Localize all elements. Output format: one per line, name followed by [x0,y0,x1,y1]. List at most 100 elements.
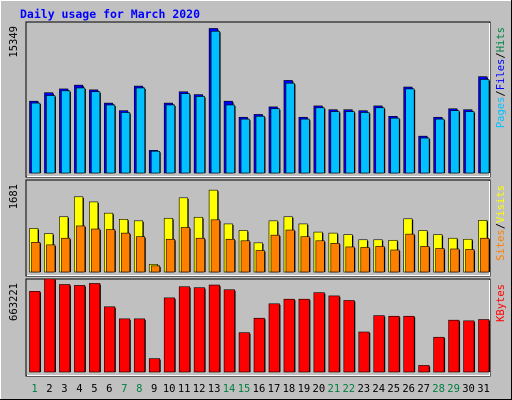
bar-files-day-29 [450,110,460,174]
chart-title: Daily usage for March 2020 [20,7,200,21]
bar-kbytes-day-20 [313,292,325,373]
bar-sites-day-17 [270,234,280,273]
bar-files-day-31 [480,79,490,174]
bar-files-day-28 [435,118,445,174]
bar-files-day-15 [240,118,250,174]
legend-item: / [495,52,507,58]
bar-sites-day-2 [46,244,56,273]
bar-files-day-23 [360,112,370,174]
bar-kbytes-day-2 [44,278,56,373]
bar-files-day-9 [150,150,161,174]
x-tick-label-day-26: 26 [402,383,415,395]
legend-item: / [495,223,507,229]
bar-kbytes-day-18 [283,298,295,373]
x-tick-label-day-23: 23 [357,383,370,395]
bar-sites-day-15 [240,240,250,273]
x-tick-label-day-2: 2 [46,383,52,395]
bar-kbytes-day-25 [388,315,400,373]
bar-sites-day-16 [255,250,265,273]
x-tick-label-day-22: 22 [342,383,355,395]
bar-files-day-11 [180,93,190,174]
legend-item: Visits [495,185,507,223]
bar-kbytes-day-7 [119,318,131,373]
legend-item: KBytes [495,284,507,322]
legend-item: Pages [495,97,507,129]
bar-files-day-5 [91,91,101,174]
x-tick-label-day-29: 29 [447,383,460,395]
y-max-label-kbytes: 663221 [8,283,20,321]
bar-sites-day-11 [180,227,190,273]
bar-kbytes-day-8 [133,318,146,373]
bar-kbytes-day-30 [463,320,475,373]
bar-files-day-26 [405,88,415,174]
bar-kbytes-day-13 [208,284,220,373]
bar-sites-day-18 [285,229,295,273]
bar-sites-day-5 [91,228,101,273]
x-tick-label-day-16: 16 [253,383,266,395]
bar-files-day-17 [270,108,280,174]
bar-sites-day-29 [450,248,460,273]
y-max-label-visits-sites: 1681 [8,184,20,209]
bar-kbytes-day-17 [268,303,280,373]
bar-kbytes-day-26 [403,315,415,373]
bar-sites-day-25 [390,249,400,273]
bar-sites-day-26 [405,233,415,273]
bar-kbytes-day-3 [59,284,71,373]
bar-sites-day-3 [61,237,71,273]
x-tick-label-day-13: 13 [208,383,221,395]
x-tick-label-day-21: 21 [328,383,341,395]
bar-sites-day-24 [375,246,385,273]
bar-kbytes-day-10 [163,297,175,373]
bar-files-day-19 [300,118,310,174]
bar-files-day-25 [390,117,400,174]
bar-kbytes-day-22 [343,300,355,373]
x-tick-label-day-17: 17 [268,383,281,395]
x-axis-day-labels: 1 2 3 4 5 6 7 8 9 10 11 12 13 14 15 16 17 18 19 20 21 22 23 24 2… [31,383,490,395]
x-tick-label-day-7: 7 [121,383,127,395]
bar-sites-day-31 [480,237,490,273]
bar-sites-day-9 [150,265,161,273]
bar-files-day-2 [46,95,56,174]
legend-item: Sites [495,229,507,261]
legend-item: / [495,90,507,96]
legend-kbytes: KBytes [495,284,507,322]
x-tick-label-day-5: 5 [91,383,97,395]
bar-kbytes-day-16 [253,317,265,373]
bar-kbytes-day-23 [358,331,370,373]
bar-files-day-1 [31,102,41,174]
bar-sites-day-13 [210,219,220,273]
x-tick-label-day-19: 19 [298,383,311,395]
bar-kbytes-day-31 [478,319,490,373]
bar-files-day-14 [225,104,235,174]
bar-files-day-18 [285,82,295,174]
bar-sites-day-19 [300,236,310,273]
bar-sites-day-28 [435,248,445,273]
x-tick-label-day-8: 8 [136,383,142,395]
bar-sites-day-27 [420,246,430,273]
bar-kbytes-day-6 [104,306,116,373]
x-tick-label-day-31: 31 [477,383,490,395]
legend-visits-sites: Sites/Visits [495,185,507,261]
bar-files-day-8 [135,87,146,174]
bar-kbytes-day-4 [74,285,86,373]
legend-item: Files [495,59,507,91]
x-tick-label-day-4: 4 [76,383,82,395]
bar-files-day-30 [465,111,475,174]
legend-hits-files-pages: Pages/Files/Hits [495,27,507,128]
bar-kbytes-day-9 [148,358,161,373]
bar-files-day-27 [420,137,430,174]
bar-sites-day-6 [106,229,116,273]
x-tick-label-day-30: 30 [462,383,475,395]
bar-files-day-21 [330,111,340,174]
x-tick-label-day-25: 25 [387,383,400,395]
panel-kbytes: 663221 KBytes [8,278,507,377]
bar-kbytes-day-24 [373,315,385,373]
x-tick-label-day-28: 28 [432,383,445,395]
bar-kbytes-day-27 [418,365,430,373]
bar-files-day-6 [106,104,116,174]
bar-kbytes-day-5 [89,283,101,373]
bar-sites-day-22 [345,246,355,273]
bar-sites-day-4 [76,225,86,273]
